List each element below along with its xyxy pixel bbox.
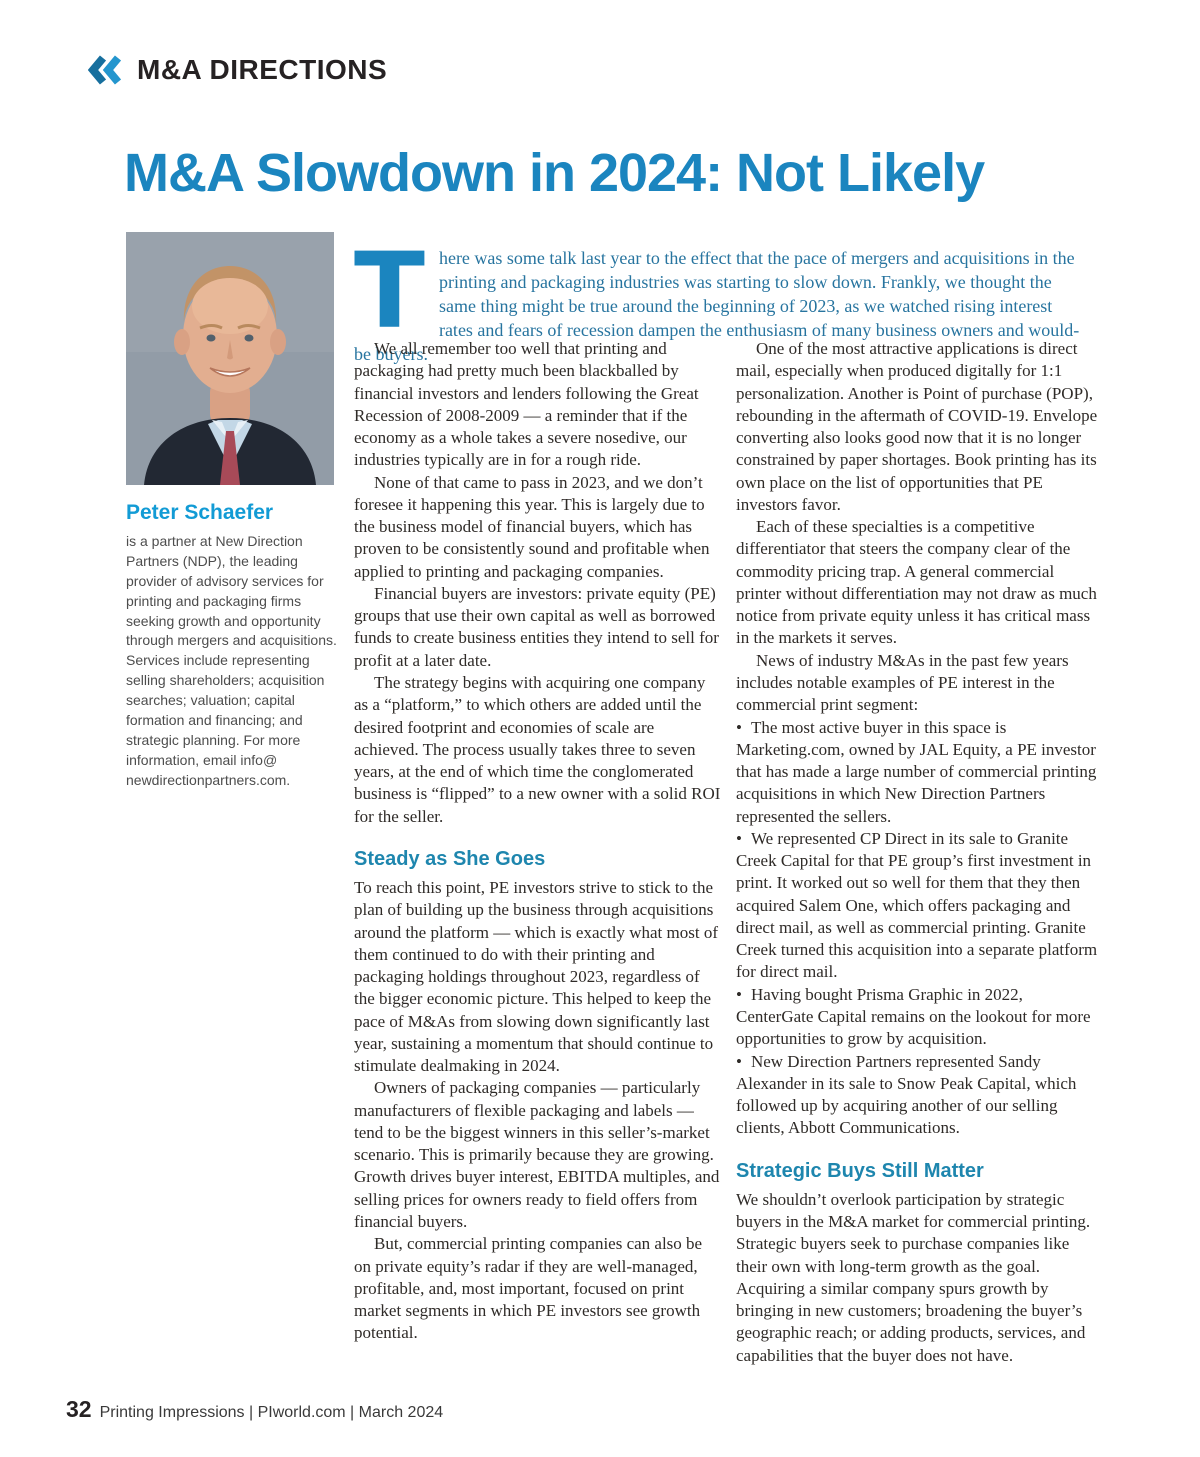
paragraph: None of that came to pass in 2023, and w… [354, 472, 710, 581]
bullet-icon: • [736, 828, 742, 848]
intro-text: here was some talk last year to the effe… [354, 248, 1080, 365]
bullet-icon: • [736, 717, 742, 737]
right-column: One of the most attractive applications … [736, 338, 1103, 1367]
author-name: Peter Schaefer [126, 501, 274, 524]
bullet-item: • The most active buyer in this space is … [736, 717, 1103, 828]
section-label: M&A DIRECTIONS [137, 54, 388, 85]
paragraph: Each of these specialties is a competiti… [736, 517, 1097, 648]
paragraph: To reach this point, PE investors strive… [354, 878, 718, 1076]
bullet-item: • Having bought Prisma Graphic in 2022, C… [736, 984, 1103, 1051]
page-footer: 32 Printing Impressions | PIworld.com | … [66, 1396, 443, 1423]
paragraph: The strategy begins with acquiring one c… [354, 672, 721, 826]
author-sidebar: Peter Schaefer is a partner at New Direc… [126, 232, 342, 790]
section-heading-steady: Steady as She Goes [354, 847, 546, 870]
bullet-text: The most active buyer in this space is M… [736, 717, 1097, 826]
bullet-icon: • [736, 984, 742, 1004]
paragraph: One of the most attractive applications … [736, 339, 1098, 514]
author-photo [126, 232, 334, 485]
bullet-item: • New Direction Partners represented Sand… [736, 1051, 1103, 1140]
page-number: 32 [66, 1396, 92, 1422]
bullet-item: • We represented CP Direct in its sale to… [736, 828, 1103, 984]
footer-text: Printing Impressions | PIworld.com | Mar… [99, 1404, 444, 1421]
paragraph: We all remember too well that printing a… [354, 339, 699, 470]
left-column: We all remember too well that printing a… [354, 338, 721, 1345]
bullet-icon: • [736, 1051, 742, 1071]
paragraph: We shouldn’t overlook participation by s… [736, 1189, 1091, 1365]
drop-cap: T [354, 230, 425, 352]
section-heading-strategic: Strategic Buys Still Matter [736, 1159, 984, 1182]
bullet-text: We represented CP Direct in its sale to … [736, 828, 1098, 982]
paragraph: Owners of packaging companies — particul… [354, 1078, 720, 1232]
double-chevron-icon [88, 55, 122, 85]
article-title: M&A Slowdown in 2024: Not Likely [124, 143, 985, 203]
bullet-text: Having bought Prisma Graphic in 2022, Ce… [736, 984, 1091, 1049]
paragraph: But, commercial printing companies can a… [354, 1234, 703, 1343]
paragraph: Financial buyers are investors: private … [354, 583, 719, 670]
section-header: M&A DIRECTIONS [88, 54, 387, 86]
author-bio: is a partner at New Direction Partners (… [126, 533, 337, 788]
paragraph: News of industry M&As in the past few ye… [736, 650, 1069, 715]
bullet-text: New Direction Partners represented Sandy… [736, 1051, 1077, 1138]
